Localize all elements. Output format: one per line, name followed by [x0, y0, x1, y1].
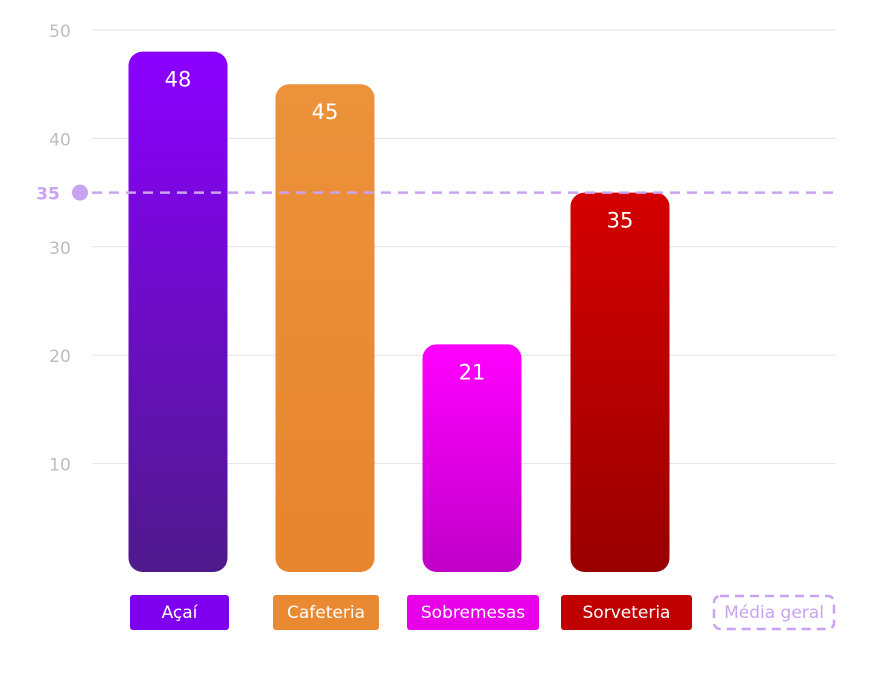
legend-swatch[interactable]	[407, 595, 539, 630]
data-label: 45	[312, 100, 339, 124]
y-tick-label: 40	[49, 130, 71, 150]
data-label: 21	[459, 360, 486, 384]
y-tick-label: 10	[49, 456, 71, 476]
bar-sorveteria	[570, 192, 670, 572]
legend-label: Cafeteria	[287, 603, 365, 623]
data-label: 35	[607, 209, 634, 233]
legend-swatch[interactable]	[561, 595, 692, 630]
bar-cafeteria	[275, 84, 375, 572]
y-tick-label: 50	[49, 22, 71, 42]
bar-açaí	[128, 51, 228, 573]
y-tick-label: 20	[49, 347, 71, 367]
legend-swatch[interactable]	[130, 595, 229, 630]
bar-sobremesas	[422, 344, 522, 572]
legend-label: Sobremesas	[421, 603, 525, 623]
average-marker	[72, 184, 88, 201]
legend-swatch[interactable]	[273, 595, 379, 630]
data-label: 48	[165, 68, 192, 92]
average-value-label: 35	[36, 185, 60, 205]
reference-line-layer: 35	[36, 184, 836, 205]
bar-layer: 48 45 21 35	[128, 51, 670, 573]
legend-average-box[interactable]	[712, 594, 836, 631]
y-tick-label: 30	[49, 239, 71, 259]
legend-label: Sorveteria	[583, 603, 671, 623]
legend-label: Açaí	[162, 603, 199, 623]
legend: Açaí Cafeteria Sobremesas Sorveteria Média g…	[130, 594, 836, 631]
legend-average-label: Média geral	[724, 603, 824, 623]
